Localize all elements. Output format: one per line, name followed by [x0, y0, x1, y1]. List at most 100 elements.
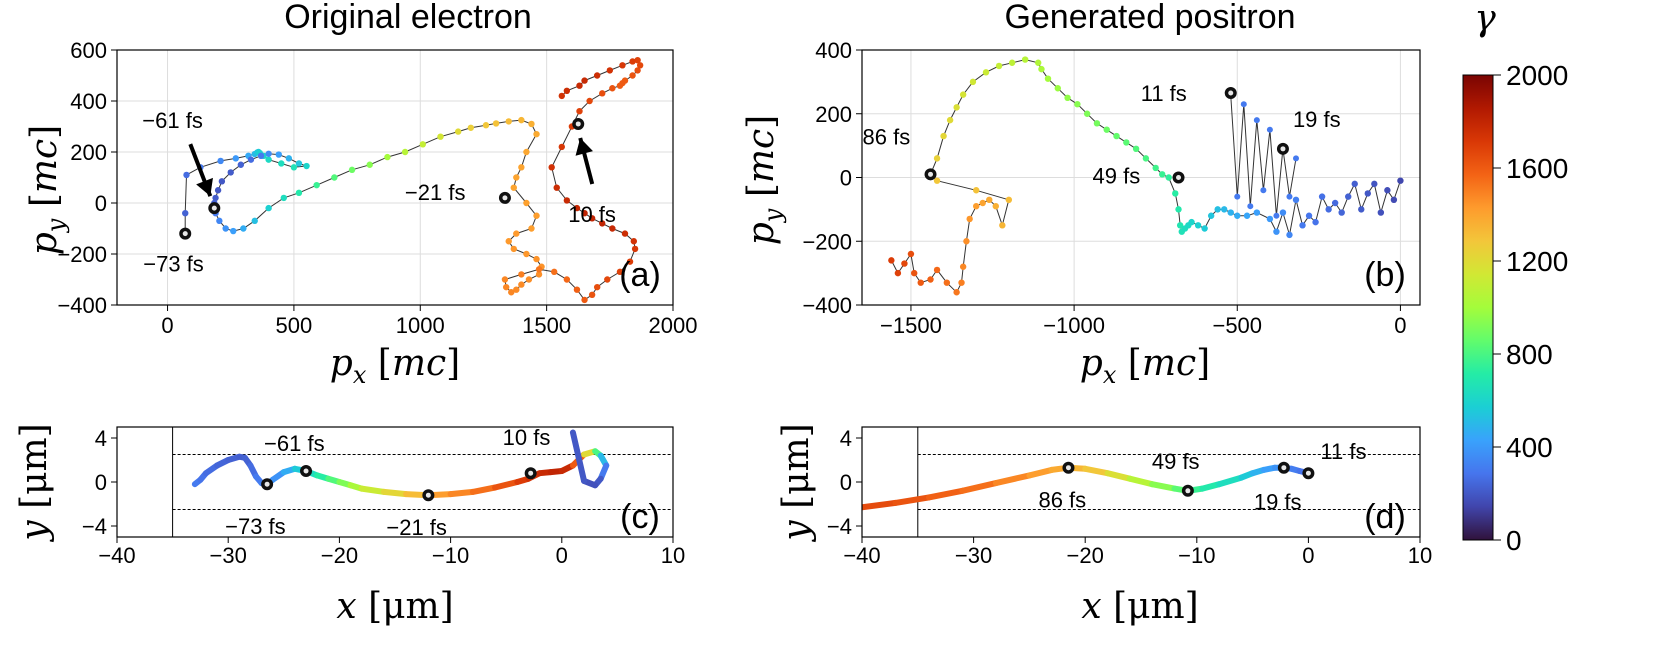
trajectory-point	[558, 92, 565, 100]
trajectory-point	[1397, 177, 1404, 184]
trajectory-segment	[959, 480, 999, 494]
x-tick-label: −1000	[1043, 313, 1105, 338]
trajectory-point	[619, 62, 626, 69]
trajectory-point	[630, 238, 638, 245]
trajectory-point	[888, 257, 895, 264]
trajectory-point	[1247, 203, 1254, 210]
trajectory-point	[295, 160, 303, 167]
time-marker-center	[1228, 90, 1234, 96]
colorbar-tick-label: 1200	[1506, 246, 1568, 277]
time-marker-center	[303, 468, 309, 474]
trajectory-point	[1207, 212, 1215, 219]
trajectory-point	[634, 57, 641, 64]
trajectory-point	[227, 169, 234, 176]
trajectory-point	[212, 194, 219, 202]
x-tick-label: 0	[556, 543, 568, 568]
trajectory-segment	[992, 472, 1033, 487]
trajectory-point	[1008, 59, 1016, 66]
trajectory-point	[1273, 228, 1280, 235]
time-annotation: 10 fs	[503, 425, 551, 450]
time-annotation: 86 fs	[1038, 488, 1086, 513]
trajectory-point	[1286, 231, 1293, 239]
trajectory-point	[1260, 187, 1267, 194]
x-tick-label: 10	[661, 543, 685, 568]
time-marker-center	[1305, 470, 1311, 476]
colorbar-gradient	[1462, 74, 1494, 541]
title-original-electron: Original electron	[284, 0, 532, 36]
trajectory-point	[609, 225, 616, 232]
title-generated-positron: Generated positron	[1004, 0, 1295, 36]
trajectory-point	[528, 225, 535, 232]
x-tick-label: −40	[843, 543, 880, 568]
y-tick-label: 400	[815, 38, 852, 63]
trajectory-point	[1364, 190, 1371, 197]
trajectory-point	[581, 296, 588, 304]
y-tick-label: 200	[70, 140, 107, 165]
trajectory-point	[986, 196, 993, 204]
trajectory-point	[285, 155, 293, 162]
trajectory-point	[1377, 209, 1385, 216]
y-tick-label: −200	[802, 229, 852, 254]
trajectory-point	[1132, 145, 1140, 153]
panel-label: (b)	[1364, 256, 1406, 294]
trajectory-point	[940, 132, 947, 140]
x-tick-label: −20	[1067, 543, 1104, 568]
trajectory-point	[222, 225, 229, 232]
trajectory-point	[599, 220, 606, 227]
trajectory-point	[995, 62, 1003, 70]
trajectory-point	[946, 116, 954, 124]
trajectory-point	[230, 227, 237, 235]
trajectory-point	[505, 118, 512, 125]
trajectory-point	[1338, 209, 1345, 216]
trajectory-point	[1286, 193, 1293, 200]
time-annotation: −73 fs	[225, 514, 286, 539]
trajectory-point	[1152, 164, 1159, 172]
trajectory-segment	[492, 479, 521, 491]
trajectory-segment	[1104, 470, 1133, 482]
y-tick-label: −400	[57, 293, 107, 318]
panel-a-momentum-electron: 0 500 1000 1500 2000 −400 −200 0 200 400 600 −73 fs…	[57, 38, 697, 338]
time-marker-center	[575, 121, 581, 127]
trajectory-point	[518, 271, 525, 278]
trajectory-point	[573, 204, 581, 212]
x-tick-label: 2000	[649, 313, 698, 338]
trajectory-point	[593, 283, 601, 291]
trajectory-point	[454, 128, 462, 135]
trajectory-point	[265, 150, 272, 157]
trajectory-point	[917, 279, 924, 286]
trajectory-point	[523, 199, 530, 207]
trajectory-point	[958, 279, 965, 286]
panel-d-xlabel: x [μm]	[1081, 586, 1198, 627]
trajectory-point	[606, 67, 614, 74]
trajectory-point	[1266, 126, 1273, 133]
trajectory-segment	[925, 487, 966, 501]
trajectory-point	[1172, 190, 1179, 197]
trajectory-point	[1064, 94, 1071, 102]
trajectory-point	[1165, 174, 1172, 181]
y-tick-label: 0	[95, 191, 107, 216]
trajectory-point	[992, 202, 999, 210]
time-annotation: −21 fs	[405, 180, 466, 205]
trajectory-point	[933, 266, 941, 274]
trajectory-point	[518, 164, 525, 171]
trajectory-point	[1142, 155, 1150, 162]
trajectory-point	[1038, 65, 1045, 73]
time-marker-center	[1280, 146, 1286, 152]
trajectory-point	[631, 245, 639, 253]
trajectory-point	[959, 263, 967, 270]
x-tick-label: 500	[276, 313, 313, 338]
trajectory-point	[303, 162, 310, 170]
trajectory-point	[1123, 139, 1130, 146]
panel-label: (a)	[619, 256, 661, 294]
trajectory-point	[1318, 193, 1326, 200]
x-tick-label: −40	[98, 543, 135, 568]
time-marker-center	[1185, 488, 1191, 494]
time-annotation: 11 fs	[1141, 81, 1187, 106]
panel-b-ylabel: py [mc]	[741, 115, 787, 245]
trajectory-point	[563, 276, 571, 283]
trajectory-point	[247, 156, 255, 163]
trajectory-point	[518, 116, 525, 124]
x-tick-label: −10	[1178, 543, 1215, 568]
trajectory-point	[1103, 126, 1110, 133]
trajectory-point	[232, 155, 239, 162]
